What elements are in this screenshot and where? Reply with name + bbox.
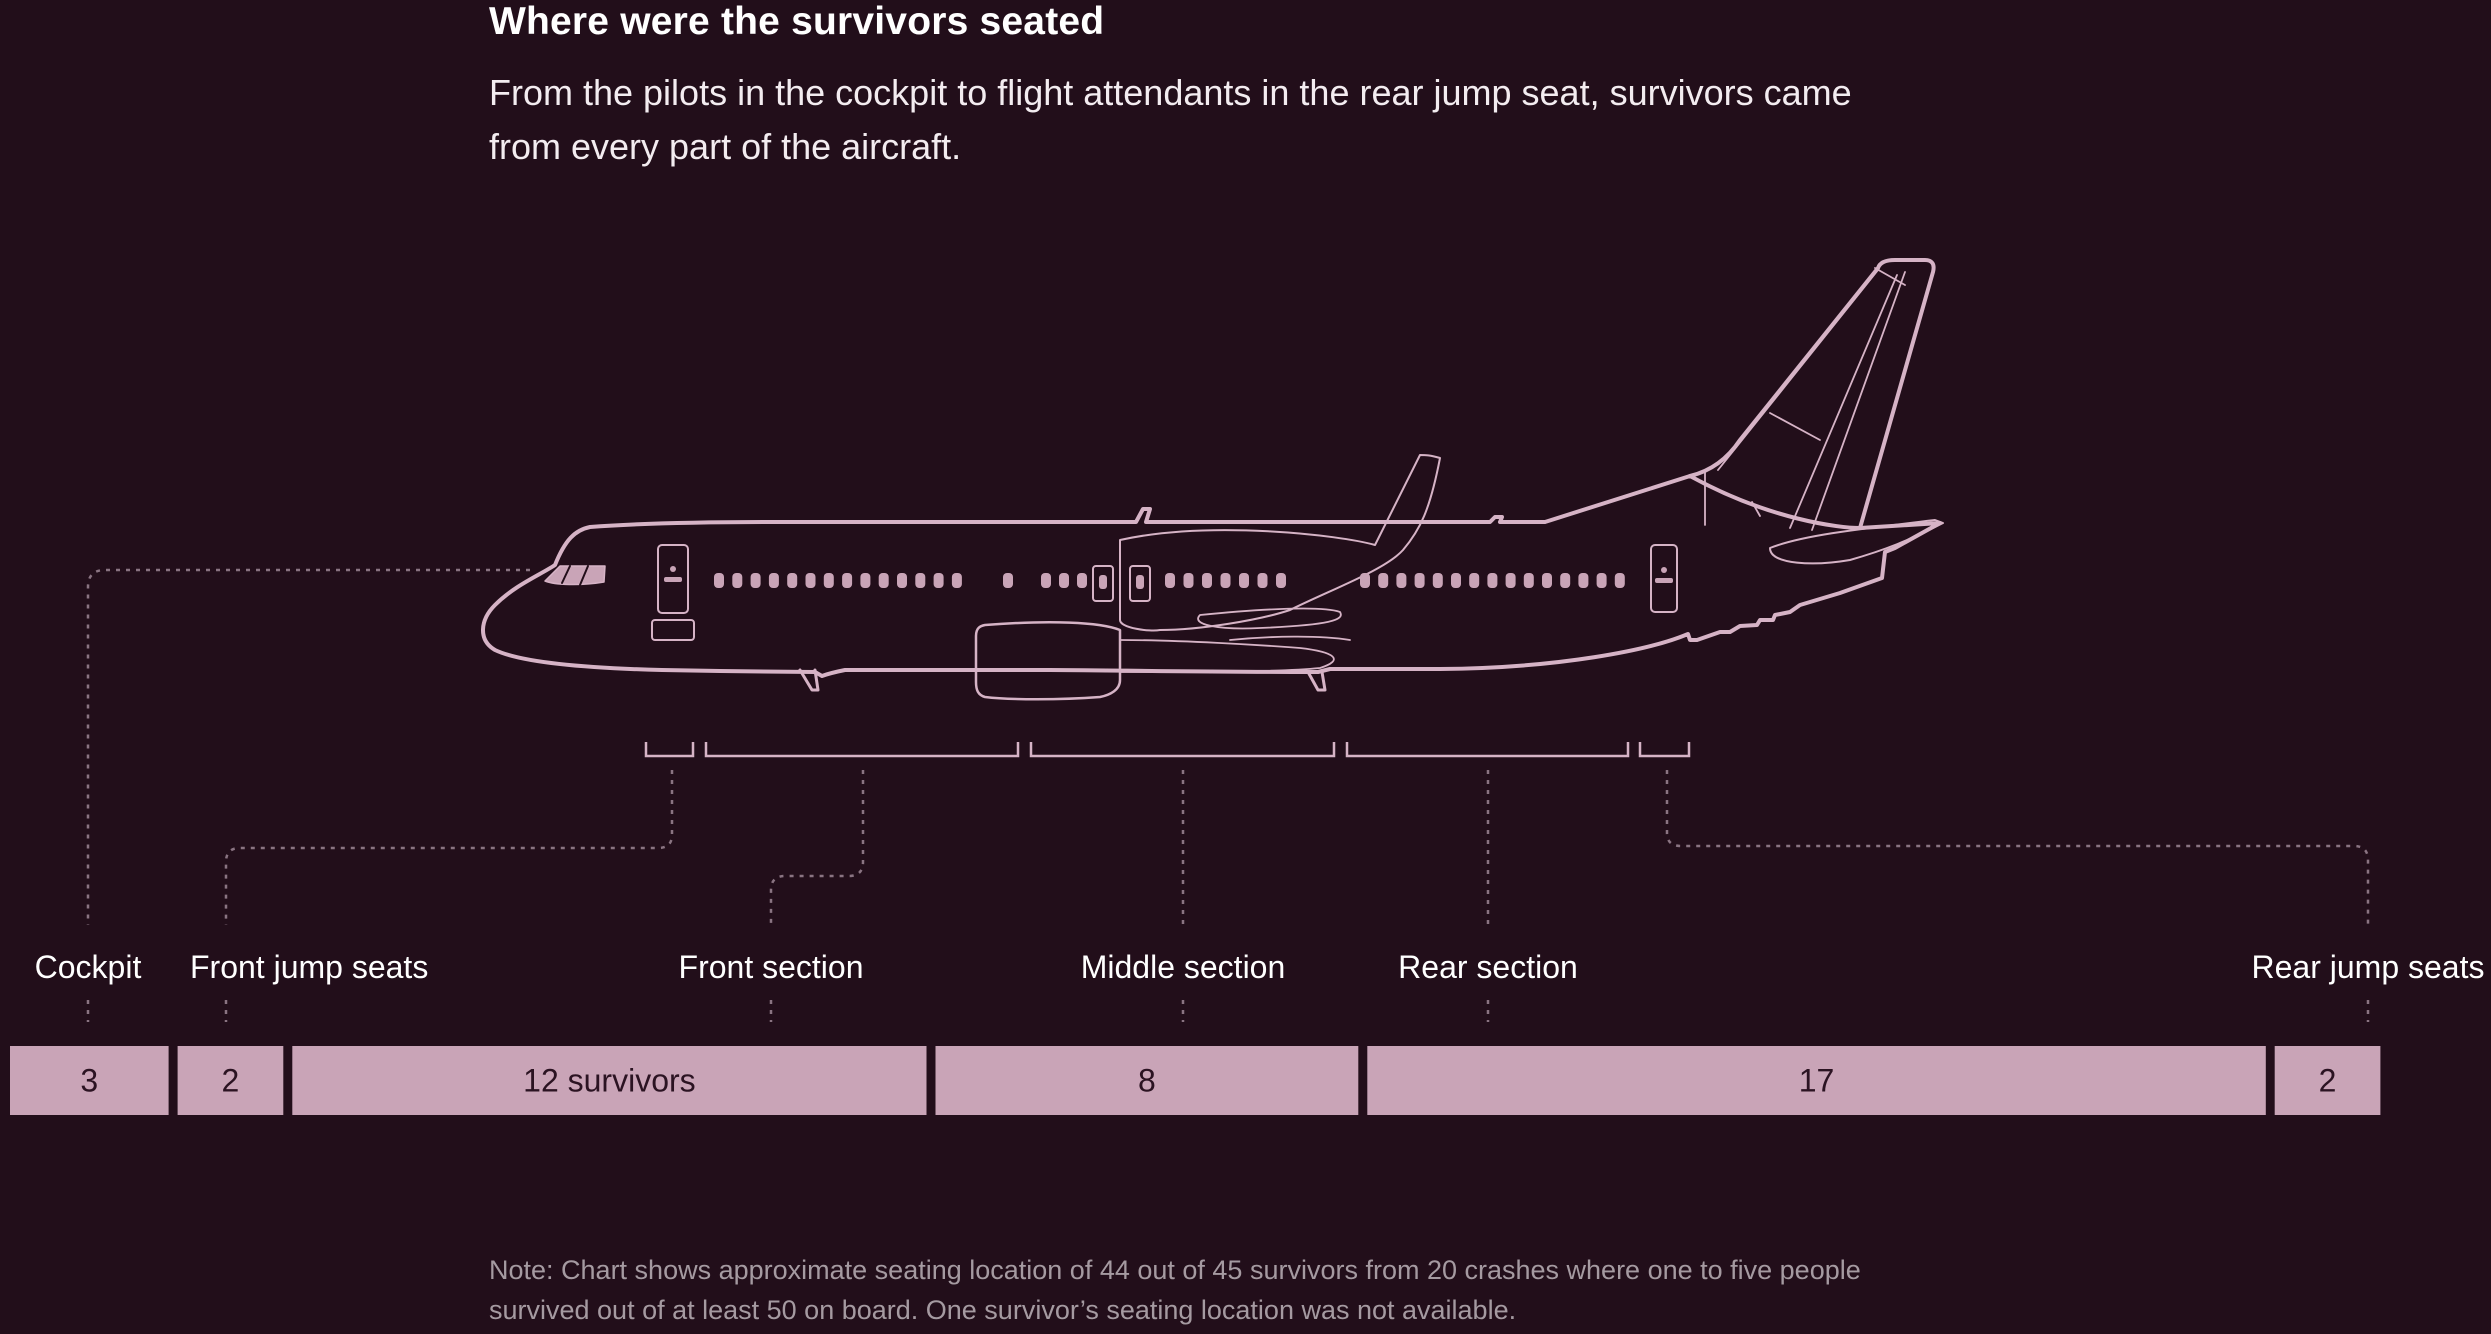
category-label: Middle section <box>1081 949 1286 985</box>
cabin-window <box>1202 573 1212 588</box>
value-label: 17 <box>1799 1063 1835 1099</box>
cabin-window <box>714 573 724 588</box>
cabin-window <box>951 573 962 588</box>
cabin-window <box>1523 573 1534 588</box>
leader-rear-jump-seats <box>1665 770 2370 925</box>
cabin-window <box>1414 573 1425 588</box>
leader-lines <box>86 568 2370 1022</box>
bracket-front-jump-seats <box>644 742 695 758</box>
chart-subtitle: From the pilots in the cockpit to flight… <box>489 72 1852 167</box>
cabin-window <box>1165 573 1175 588</box>
cabin-window <box>768 573 779 588</box>
cabin-window <box>1560 573 1571 588</box>
cabin-window <box>1003 573 1013 588</box>
cabin-window <box>1276 573 1286 588</box>
leader-front-section <box>769 770 865 925</box>
cabin-window <box>860 573 871 588</box>
section-brackets <box>644 742 1691 758</box>
value-label: 12 survivors <box>523 1063 696 1099</box>
category-label: Rear jump seats <box>2252 949 2485 985</box>
cabin-window <box>1578 573 1589 588</box>
bar-front-jump-seats <box>177 1046 284 1115</box>
cabin-window <box>805 573 816 588</box>
fuselage <box>481 474 1942 678</box>
cabin-window <box>1183 573 1194 588</box>
cabin-window <box>1542 573 1552 588</box>
value-labels: 3 2 12 survivors 8 17 2 <box>80 1063 2336 1099</box>
bracket-middle-section <box>1029 742 1336 758</box>
cabin-window <box>1378 573 1389 588</box>
cabin-window <box>878 573 889 588</box>
category-label: Front section <box>679 949 864 985</box>
cabin-window <box>1220 573 1231 588</box>
cabin-window <box>732 573 743 588</box>
cabin-window <box>1257 573 1268 588</box>
cabin-window <box>1614 573 1625 588</box>
cabin-window <box>1451 573 1461 588</box>
cabin-window <box>1360 573 1370 588</box>
bar-front-section <box>292 1046 927 1115</box>
category-label: Front jump seats <box>190 949 428 985</box>
leader-front-jump-seats <box>224 770 674 925</box>
cabin-window <box>1432 573 1443 588</box>
cabin-window <box>897 573 907 588</box>
cabin-window <box>1396 573 1407 588</box>
door-marker-icon <box>664 566 682 582</box>
door-marker-icon <box>1655 567 1673 583</box>
category-label: Cockpit <box>35 949 142 985</box>
bracket-rear-section <box>1345 742 1630 758</box>
door-marker-icon <box>1136 575 1144 589</box>
airplane-illustration <box>481 258 1944 701</box>
value-label: 2 <box>2319 1063 2337 1099</box>
leader-cockpit <box>86 568 530 925</box>
cabin-window <box>1041 573 1051 588</box>
cabin-window <box>1487 573 1498 588</box>
cabin-window <box>933 573 944 588</box>
category-labels: Cockpit Front jump seats Front section Midd… <box>35 949 2485 985</box>
bar-rear-jump-seats <box>2274 1046 2381 1115</box>
cabin-window <box>1596 573 1607 588</box>
value-label: 2 <box>222 1063 240 1099</box>
bracket-front-section <box>704 742 1020 758</box>
cabin-window <box>750 573 761 588</box>
cabin-window <box>823 573 834 588</box>
cabin-window <box>1077 573 1087 588</box>
cabin-window <box>787 573 798 588</box>
tail-fin <box>1688 258 1936 530</box>
bracket-rear-jump-seats <box>1638 742 1691 758</box>
cabin-window <box>1469 573 1480 588</box>
cabin-window <box>1505 573 1516 588</box>
door-markers <box>664 566 1673 589</box>
bar-rear-section <box>1367 1046 2266 1115</box>
chart-title: Where were the survivors seated <box>489 0 1105 43</box>
category-label: Rear section <box>1398 949 1578 985</box>
cabin-windows <box>714 573 1625 588</box>
cockpit-windows <box>544 565 606 586</box>
value-label: 8 <box>1138 1063 1156 1099</box>
engine <box>974 621 1122 701</box>
cabin-window <box>1239 573 1249 588</box>
cabin-window <box>842 573 853 588</box>
bar-middle-section <box>935 1046 1359 1115</box>
chart-note: Note: Chart shows approximate seating lo… <box>489 1255 1861 1325</box>
cabin-window <box>1059 573 1069 588</box>
bars <box>10 1046 2381 1115</box>
wing <box>1119 454 1441 632</box>
door-marker-icon <box>1099 575 1107 589</box>
value-label: 3 <box>80 1063 98 1099</box>
cabin-window <box>915 573 926 588</box>
bar-cockpit <box>10 1046 169 1115</box>
